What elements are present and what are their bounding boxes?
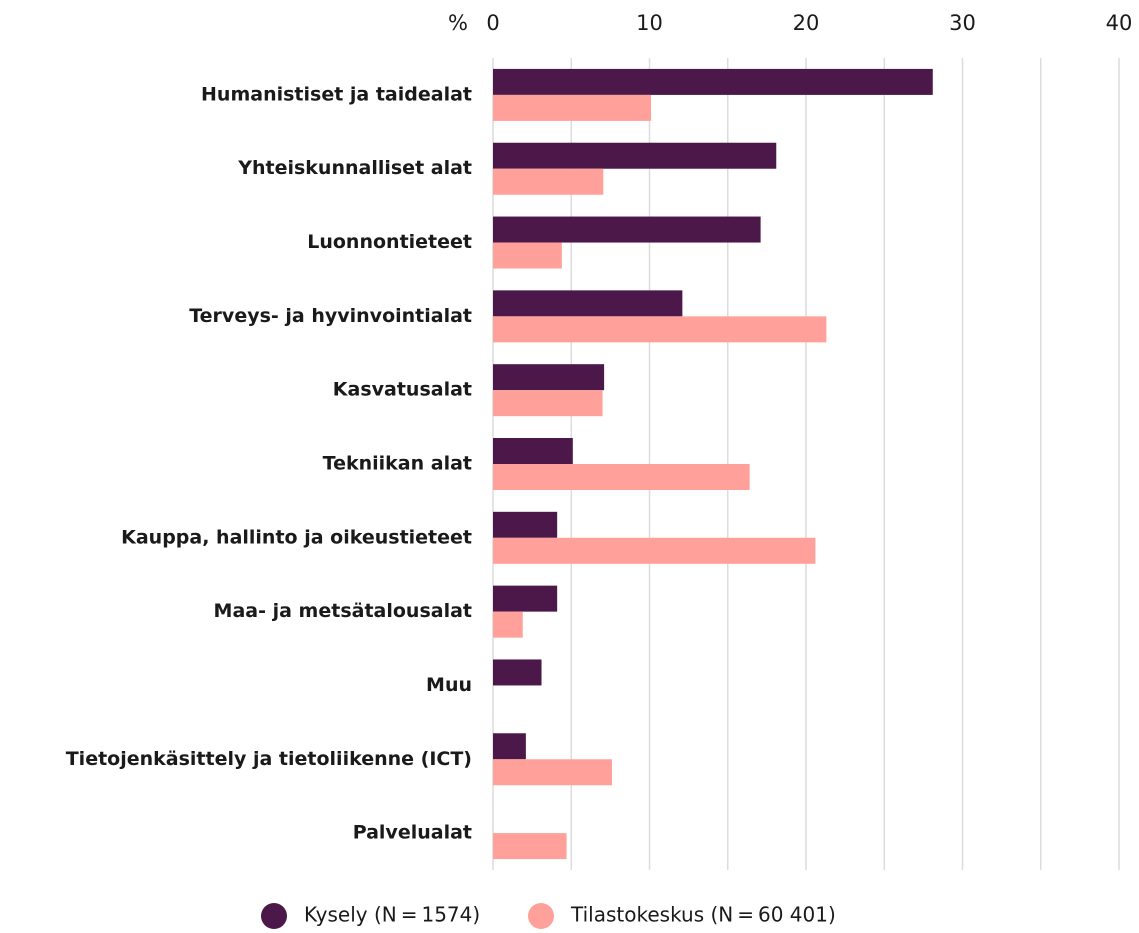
bar [493, 537, 816, 564]
y-tick-label: Maa- ja metsätalousalat [214, 600, 472, 622]
legend-label: Kysely (N = 1574) [304, 903, 480, 927]
bar [493, 242, 562, 269]
legend-label: Tilastokeskus (N = 60 401) [570, 903, 836, 927]
x-tick-label: 20 [793, 11, 820, 35]
bar [493, 464, 750, 490]
y-tick-label: Kasvatusalat [333, 379, 472, 401]
x-tick-label: 10 [636, 11, 663, 35]
y-tick-label: Tekniikan alat [323, 453, 472, 475]
y-tick-label: Tietojenkäsittely ja tietoliikenne (ICT) [66, 748, 472, 770]
bar [493, 94, 652, 121]
bar [493, 68, 933, 95]
x-tick-label: 40 [1106, 11, 1133, 35]
y-tick-label: Muu [426, 674, 472, 696]
x-axis-label: % [448, 11, 468, 35]
bar [493, 142, 777, 169]
y-tick-label: Terveys- ja hyvinvointialat [189, 305, 472, 327]
bar [493, 390, 603, 417]
bar [493, 833, 567, 860]
y-tick-label: Palvelualat [353, 822, 472, 844]
bar [493, 438, 573, 464]
legend-marker [528, 903, 554, 929]
y-tick-label: Humanistiset ja taidealat [201, 83, 472, 105]
legend-marker [261, 903, 287, 929]
bar [493, 168, 604, 195]
bar [493, 611, 523, 638]
y-tick-label: Luonnontieteet [307, 231, 472, 253]
x-tick-label: 0 [486, 11, 499, 35]
bar [493, 511, 558, 538]
bar [493, 659, 542, 686]
bar [493, 585, 558, 612]
bar [493, 364, 605, 391]
x-tick-label: 30 [949, 11, 976, 35]
bar [493, 733, 526, 760]
bar [493, 216, 761, 243]
bar [493, 759, 612, 786]
y-tick-label: Kauppa, hallinto ja oikeustieteet [121, 526, 472, 548]
bar [493, 316, 827, 343]
y-tick-label: Yhteiskunnalliset alat [237, 157, 472, 179]
bar [493, 290, 683, 317]
